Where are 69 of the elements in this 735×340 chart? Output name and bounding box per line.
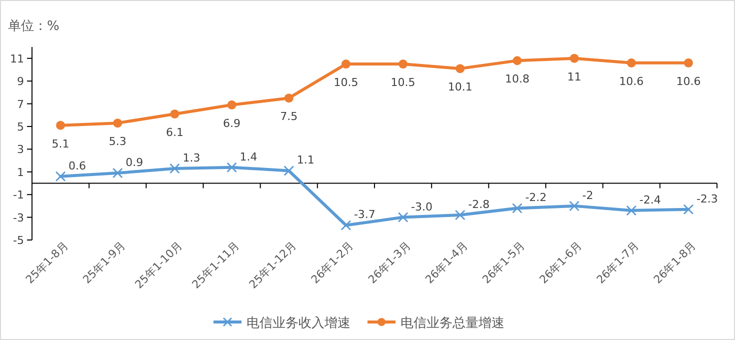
point <box>284 166 294 176</box>
x-tick-label: 26年1-2月 <box>308 238 356 286</box>
point <box>113 118 122 128</box>
y-tick-label: 5 <box>17 120 24 134</box>
point <box>341 60 350 69</box>
point <box>512 203 522 214</box>
data-label: -2.4 <box>639 193 661 206</box>
x-tick-label: 26年1-4月 <box>422 238 470 286</box>
point <box>284 94 294 103</box>
x-tick-label: 26年1-3月 <box>366 238 414 286</box>
data-label: 10.6 <box>676 74 701 88</box>
data-label: 10.5 <box>390 76 416 90</box>
y-tick-label: -1 <box>13 188 24 202</box>
data-label: 6.1 <box>166 126 184 139</box>
y-tick-label: 1 <box>17 166 24 179</box>
data-label: 1.4 <box>240 150 258 164</box>
data-label: -2.3 <box>696 192 718 206</box>
point <box>626 205 636 216</box>
point <box>570 54 579 63</box>
point <box>398 212 408 222</box>
point <box>56 171 66 182</box>
point <box>626 58 636 68</box>
x-tick-label: 26年1-6月 <box>537 238 584 286</box>
data-label: 6.9 <box>223 116 241 130</box>
point <box>569 200 580 211</box>
data-label: -2.2 <box>525 191 547 204</box>
y-tick-label: 3 <box>17 143 24 156</box>
point <box>455 210 466 220</box>
point <box>170 163 180 174</box>
x-tick-label: 25年1-8月 <box>23 238 71 286</box>
y-tick-label: 7 <box>17 98 24 111</box>
data-label: 5.3 <box>108 135 126 148</box>
data-label: 10.8 <box>504 72 530 86</box>
x-tick-label: 25年1-9月 <box>80 238 128 286</box>
point <box>456 64 465 74</box>
point <box>170 109 180 118</box>
point <box>227 100 236 110</box>
data-label: -3.0 <box>411 200 433 214</box>
y-axis-title: 单位：% <box>8 19 60 34</box>
data-label: 0.9 <box>126 156 144 170</box>
y-tick-label: 11 <box>10 52 24 66</box>
x-tick-label: 26年1-5月 <box>480 238 528 286</box>
y-tick-label: -5 <box>13 234 24 247</box>
data-label: 11 <box>567 70 582 84</box>
data-label: -2.8 <box>468 198 490 212</box>
data-label: -3.7 <box>354 208 376 222</box>
data-label: 0.6 <box>68 159 86 172</box>
point <box>398 60 408 69</box>
data-label: 10.1 <box>448 80 472 94</box>
point <box>56 120 66 130</box>
data-label: 7.5 <box>280 110 298 124</box>
point <box>683 204 694 214</box>
data-label: 10.5 <box>334 76 358 90</box>
y-tick-label: 9 <box>17 75 24 88</box>
point <box>684 58 693 68</box>
data-label: -2 <box>582 188 594 202</box>
point <box>340 220 351 230</box>
data-label: 1.1 <box>296 154 314 167</box>
point <box>512 56 522 66</box>
y-tick-label: -3 <box>13 211 24 224</box>
data-label: 5.1 <box>52 137 70 150</box>
legend-label: 电信业务总量增速 <box>400 316 504 331</box>
point <box>112 168 123 178</box>
data-label: 1.3 <box>182 151 200 164</box>
x-tick-label: 26年1-7月 <box>594 238 642 286</box>
legend-label: 电信业务收入增速 <box>246 316 350 331</box>
data-label: 10.6 <box>619 74 644 88</box>
x-tick-label: 26年1-8月 <box>651 238 699 286</box>
point <box>226 162 237 172</box>
